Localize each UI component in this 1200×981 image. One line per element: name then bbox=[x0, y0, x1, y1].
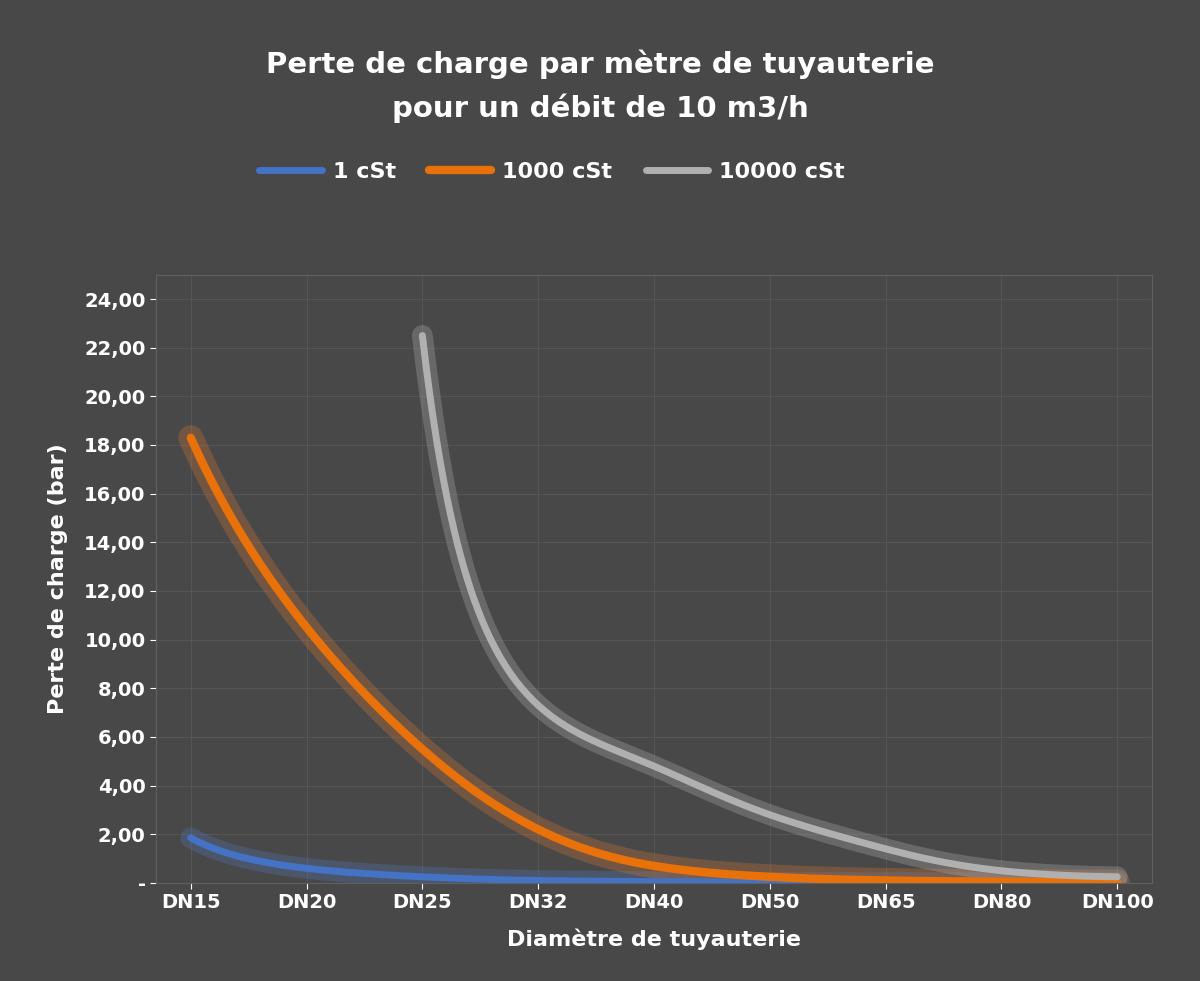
10000 cSt bbox=[852, 836, 866, 848]
1 cSt bbox=[184, 832, 198, 844]
1000 cSt bbox=[184, 432, 198, 443]
1000 cSt bbox=[1110, 876, 1124, 888]
Line: 1000 cSt: 1000 cSt bbox=[191, 438, 1117, 882]
1 cSt bbox=[1110, 877, 1124, 889]
10000 cSt bbox=[1110, 871, 1124, 883]
10000 cSt bbox=[917, 852, 931, 864]
X-axis label: Diamètre de tuyauterie: Diamètre de tuyauterie bbox=[508, 929, 802, 951]
1 cSt bbox=[767, 876, 781, 888]
1 cSt bbox=[852, 877, 866, 889]
1 cSt bbox=[857, 877, 871, 889]
10000 cSt bbox=[690, 780, 704, 792]
1 cSt bbox=[486, 874, 500, 886]
Text: Perte de charge par mètre de tuyauterie: Perte de charge par mètre de tuyauterie bbox=[265, 49, 935, 78]
10000 cSt bbox=[499, 661, 514, 673]
Line: 10000 cSt: 10000 cSt bbox=[422, 336, 1117, 877]
1000 cSt bbox=[295, 616, 310, 628]
1 cSt bbox=[295, 862, 310, 874]
1 cSt bbox=[551, 875, 565, 887]
Line: 1 cSt: 1 cSt bbox=[191, 838, 1117, 883]
1000 cSt bbox=[767, 871, 781, 883]
Legend: 1 cSt, 1000 cSt, 10000 cSt: 1 cSt, 1000 cSt, 10000 cSt bbox=[251, 153, 853, 191]
10000 cSt bbox=[920, 853, 935, 865]
Text: pour un débit de 10 m3/h: pour un débit de 10 m3/h bbox=[391, 93, 809, 123]
1000 cSt bbox=[551, 833, 565, 845]
1000 cSt bbox=[486, 798, 500, 809]
10000 cSt bbox=[642, 758, 656, 770]
1000 cSt bbox=[857, 874, 871, 886]
1000 cSt bbox=[852, 874, 866, 886]
Y-axis label: Perte de charge (bar): Perte de charge (bar) bbox=[48, 443, 67, 714]
10000 cSt bbox=[415, 330, 430, 341]
